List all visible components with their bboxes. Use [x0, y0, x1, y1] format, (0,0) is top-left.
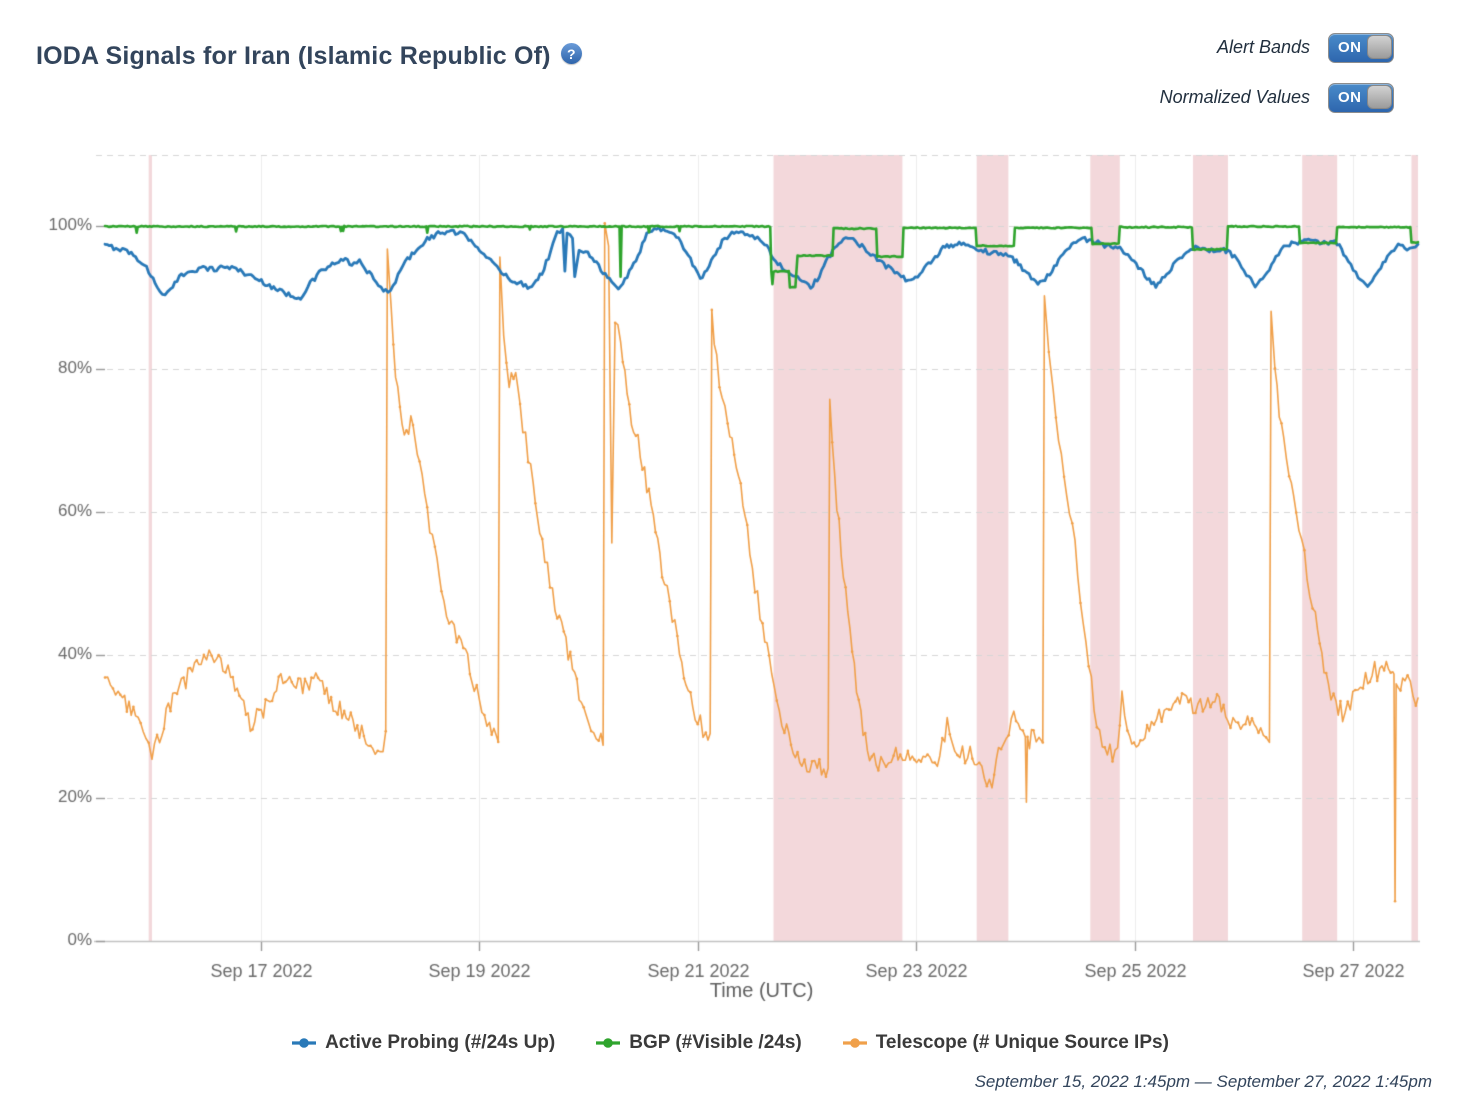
- date-range: September 15, 2022 1:45pm — September 27…: [974, 1072, 1432, 1091]
- chart-legend: Active Probing (#/24s Up) BGP (#Visible …: [0, 1032, 1460, 1054]
- toggle-knob: [1367, 34, 1392, 59]
- legend-item-bgp[interactable]: BGP (#Visible /24s): [595, 1032, 802, 1054]
- normalized-values-label: Normalized Values: [1159, 87, 1310, 107]
- normalized-values-toggle[interactable]: ON: [1328, 82, 1394, 113]
- line-diamond-marker-icon: [292, 1038, 317, 1048]
- line-diamond-marker-icon: [596, 1038, 621, 1048]
- toggle-panel: Alert Bands ON Normalized Values ON: [1159, 32, 1394, 133]
- legend-label: Active Probing (#/24s Up): [325, 1032, 556, 1053]
- alert-bands-toggle-row: Alert Bands ON: [1160, 32, 1394, 63]
- page-header: IODA Signals for Iran (Islamic Republic …: [36, 42, 582, 71]
- legend-label: Telescope (# Unique Source IPs): [875, 1032, 1169, 1053]
- toggle-knob: [1367, 84, 1392, 109]
- page-title: IODA Signals for Iran (Islamic Republic …: [36, 42, 551, 70]
- toggle-on-text: ON: [1338, 38, 1362, 56]
- normalized-values-toggle-row: Normalized Values ON: [1159, 82, 1394, 113]
- legend-label: BGP (#Visible /24s): [629, 1032, 802, 1053]
- line-diamond-marker-icon: [842, 1038, 867, 1048]
- legend-item-telescope[interactable]: Telescope (# Unique Source IPs): [842, 1032, 1169, 1054]
- help-icon[interactable]: ?: [560, 43, 582, 64]
- alert-bands-label: Alert Bands: [1216, 37, 1310, 57]
- toggle-on-text: ON: [1338, 88, 1362, 106]
- legend-item-active-probing[interactable]: Active Probing (#/24s Up): [291, 1032, 555, 1054]
- alert-bands-toggle[interactable]: ON: [1328, 32, 1394, 63]
